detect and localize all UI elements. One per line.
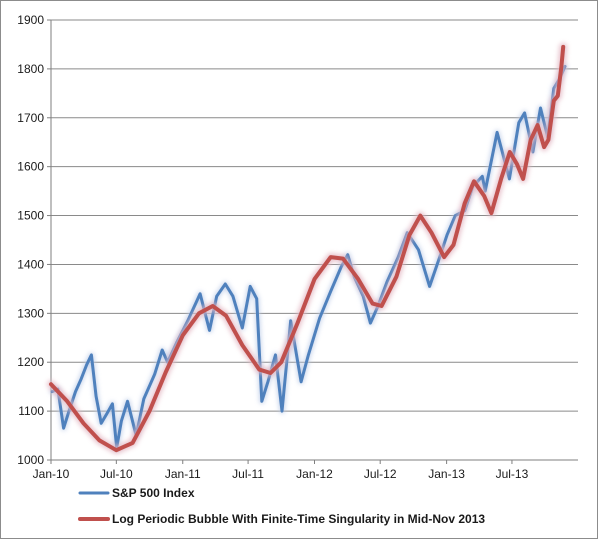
series-line [49,44,566,453]
y-tick-label: 1300 [17,306,44,320]
legend-label: Log Periodic Bubble With Finite-Time Sin… [112,512,485,526]
series-lines [47,42,568,455]
y-tick-label: 1600 [17,160,44,174]
y-tick-label: 1000 [17,453,44,467]
legend-item: Log Periodic Bubble With Finite-Time Sin… [76,512,485,526]
x-tick-label: Jul-13 [496,467,529,481]
x-tick-label: Jan-13 [428,467,465,481]
y-tick-label: 1500 [17,209,44,223]
tick-labels: 1000 1100 1200 1300 1400 1500 1600 1700 1800 1900… [17,13,528,481]
series-line-glow [49,63,568,451]
gridlines [51,19,578,412]
series-line-glow [47,42,568,455]
series-sp500 [49,63,568,451]
y-tick-label: 1900 [17,13,44,27]
y-tick-label: 1700 [17,111,44,125]
x-tick-label: Jul-11 [232,467,264,481]
y-tick-label: 1400 [17,257,44,271]
legend-item: S&P 500 Index [76,486,195,500]
y-tick-label: 1200 [17,355,44,369]
x-tick-label: Jul-12 [364,467,397,481]
legend-label: S&P 500 Index [112,486,195,500]
series-log-periodic-bubble [47,42,568,455]
y-tick-label: 1100 [18,404,44,418]
x-tick-label: Jan-12 [296,467,333,481]
series-line [50,64,567,450]
x-tick-label: Jan-10 [33,467,70,481]
x-tick-label: Jan-11 [165,467,201,481]
legend: S&P 500 Index Log Periodic Bubble With Fi… [76,486,485,526]
y-tick-label: 1800 [17,62,44,76]
x-tick-label: Jul-10 [100,467,133,481]
axes [47,19,578,464]
